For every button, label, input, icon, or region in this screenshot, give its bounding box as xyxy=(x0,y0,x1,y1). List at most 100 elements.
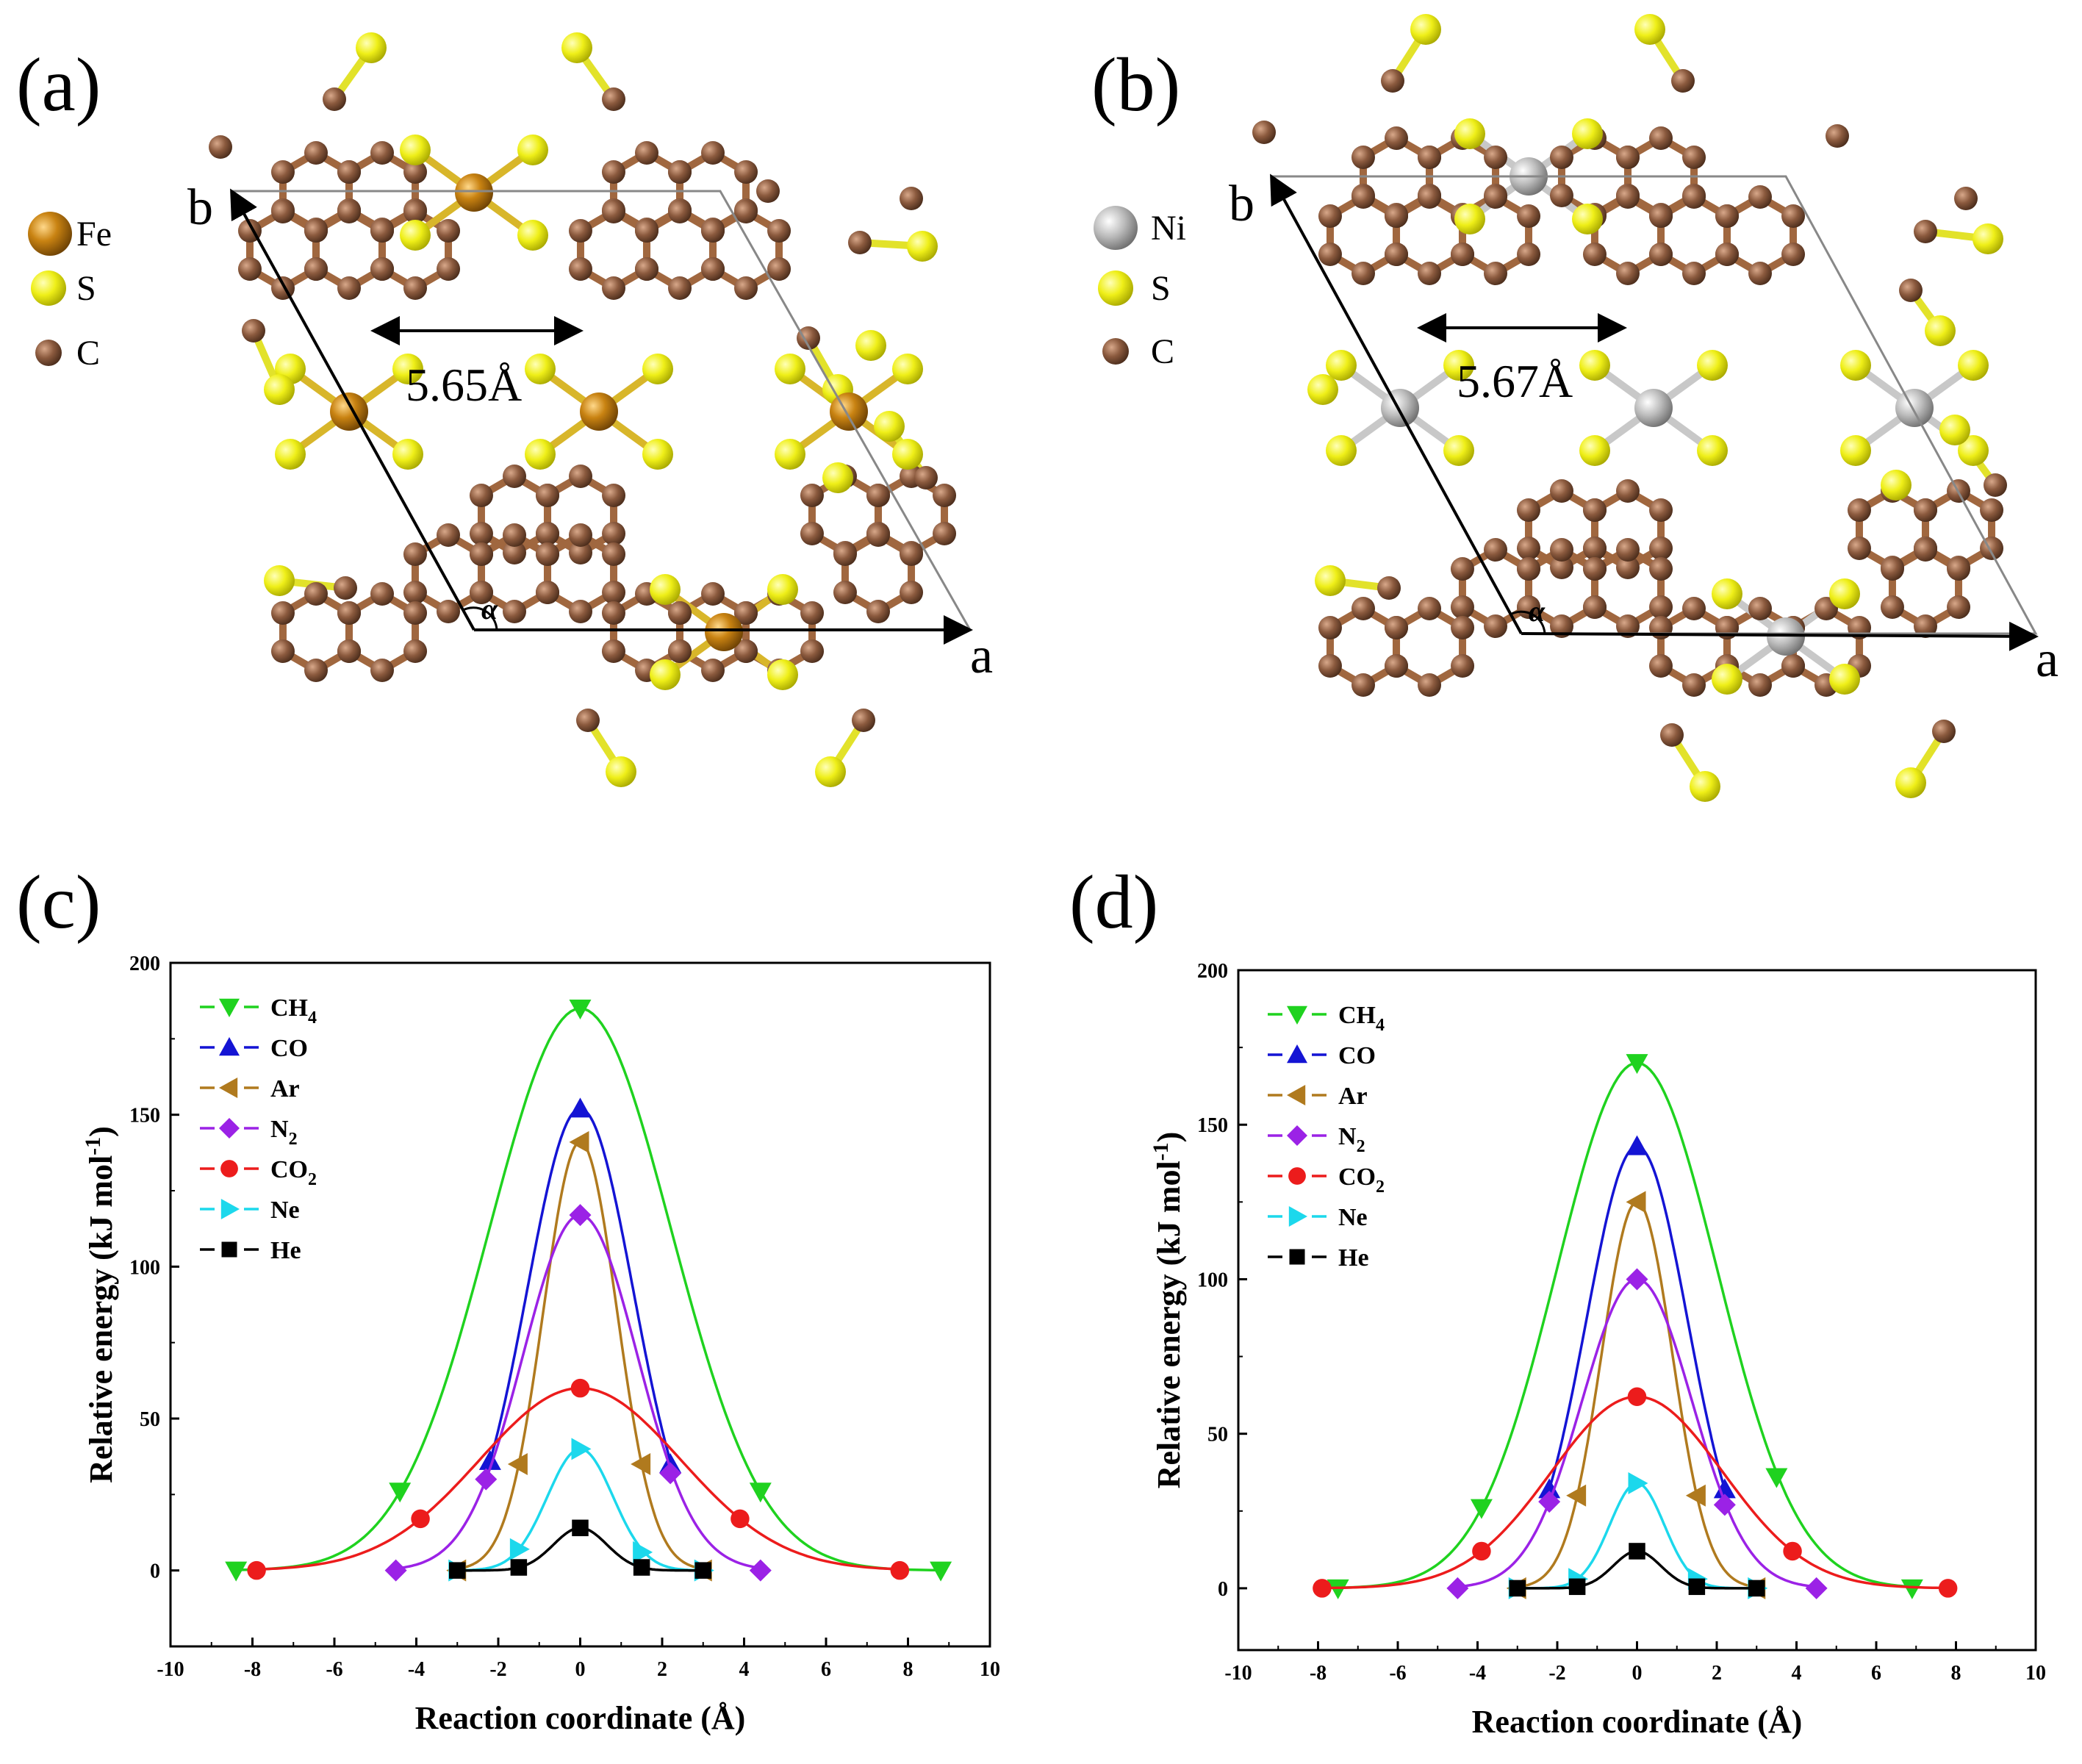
ni-legend-icon xyxy=(1094,206,1138,250)
legend-fe-text: Fe xyxy=(76,215,112,254)
sulfur-atom xyxy=(1895,767,1926,798)
carbon-atom xyxy=(833,542,857,566)
data-point-n2 xyxy=(1805,1577,1828,1599)
carbon-atom xyxy=(1516,595,1540,619)
a-vector-arrow xyxy=(1521,621,2039,651)
data-point-ne xyxy=(571,1438,592,1460)
panel-a-legend: Fe S C xyxy=(28,212,112,373)
carbon-atom xyxy=(469,522,493,545)
legend-marker-ne xyxy=(1288,1206,1307,1227)
data-point-co2 xyxy=(411,1509,430,1529)
carbon-atom xyxy=(503,541,526,564)
carbon-atom xyxy=(602,200,625,223)
carbon-atom xyxy=(1484,185,1507,209)
legend-label-n2: N2 xyxy=(1338,1123,1365,1156)
carbon-atom xyxy=(337,160,361,184)
carbon-atom xyxy=(1980,498,2004,522)
legend-s-text: S xyxy=(1151,269,1171,308)
carbon-atom xyxy=(767,257,791,281)
data-point-n2 xyxy=(749,1559,772,1582)
carbon-atom xyxy=(1649,537,1673,560)
carbon-atom xyxy=(370,257,394,281)
x-tick-label: -2 xyxy=(1548,1662,1565,1685)
carbon-atom xyxy=(733,601,758,625)
carbon-atom xyxy=(668,601,692,625)
legend-marker-co xyxy=(219,1037,240,1056)
sulfur-atom xyxy=(400,135,431,165)
sulfur-atom xyxy=(822,462,853,493)
carbon-atom xyxy=(1450,243,1474,266)
legend-label-n2: N2 xyxy=(270,1116,298,1149)
y-tick-label: 200 xyxy=(1197,960,1228,983)
y-tick-label: 150 xyxy=(129,1105,160,1127)
carbon-atom xyxy=(866,523,890,547)
carbon-atom xyxy=(370,582,394,606)
a-vector-label: a xyxy=(2036,631,2058,688)
sulfur-atom xyxy=(907,231,938,262)
carbon-atom xyxy=(1418,673,1441,697)
carbon-atom xyxy=(1351,146,1375,169)
carbon-atom xyxy=(304,219,328,243)
chart-c: (c) -10 -8 -6 -4 -2 0 2 4 6 8 10050100150200Reacti… xyxy=(16,860,1000,1736)
carbon-atom xyxy=(209,135,232,159)
legend-label-co2: CO2 xyxy=(1338,1164,1385,1197)
data-point-n2 xyxy=(1626,1268,1648,1291)
carbon-atom xyxy=(601,639,625,663)
legend-label-he: He xyxy=(1338,1244,1369,1272)
x-tick-label: 8 xyxy=(903,1658,913,1681)
sulfur-atom xyxy=(264,374,295,405)
sulfur-atom xyxy=(1939,415,1970,445)
legend-label-co: CO xyxy=(1338,1042,1376,1069)
data-point-ar xyxy=(507,1453,528,1475)
x-tick-label: 2 xyxy=(1712,1662,1722,1685)
x-tick-label: 10 xyxy=(980,1658,1000,1681)
legend-label-ch4: CH4 xyxy=(270,994,317,1028)
carbon-atom xyxy=(601,601,625,625)
legend-label-ar: Ar xyxy=(270,1075,300,1102)
carbon-atom xyxy=(1385,654,1409,678)
carbon-atom xyxy=(337,601,362,625)
sulfur-atom xyxy=(517,220,548,251)
carbon-atom xyxy=(1648,204,1673,228)
legend-marker-co2 xyxy=(1288,1167,1306,1185)
x-tick-label: -4 xyxy=(408,1658,425,1681)
carbon-atom xyxy=(437,257,461,281)
carbon-atom xyxy=(370,141,394,165)
metal-atom xyxy=(830,392,868,431)
panel-c-label: (c) xyxy=(16,860,101,944)
data-point-he xyxy=(694,1562,711,1579)
carbon-atom xyxy=(1616,614,1640,638)
carbon-atom xyxy=(1648,616,1673,639)
data-point-he xyxy=(633,1559,650,1576)
data-point-co2 xyxy=(1313,1579,1332,1598)
sulfur-atom xyxy=(642,354,673,384)
carbon-atom xyxy=(403,542,427,566)
sulfur-atom xyxy=(1829,578,1860,609)
sulfur-atom xyxy=(525,354,556,384)
carbon-atom xyxy=(602,276,625,300)
x-tick-label: 0 xyxy=(575,1658,586,1681)
carbon-atom xyxy=(800,639,825,663)
data-point-he xyxy=(1509,1580,1526,1597)
data-point-he xyxy=(1748,1580,1765,1597)
carbon-atom xyxy=(403,601,428,625)
data-point-n2 xyxy=(1446,1577,1469,1599)
carbon-atom xyxy=(469,542,493,566)
carbon-atom xyxy=(1517,204,1541,228)
carbon-atom xyxy=(242,319,265,343)
carbon-atom xyxy=(403,276,427,300)
sulfur-atom xyxy=(855,330,886,361)
carbon-atom xyxy=(1682,597,1706,620)
sulfur-atom xyxy=(1579,350,1610,381)
data-point-ar xyxy=(1685,1484,1706,1507)
carbon-atom xyxy=(734,160,758,184)
carbon-atom xyxy=(848,231,872,254)
carbon-atom xyxy=(1484,146,1508,169)
sulfur-atom xyxy=(1697,435,1728,466)
data-point-ch4 xyxy=(569,1000,592,1019)
carbon-atom xyxy=(1385,616,1409,639)
carbon-atom xyxy=(1418,597,1441,620)
data-point-ch4 xyxy=(1765,1468,1788,1488)
carbon-atom xyxy=(337,200,361,223)
fe-legend-icon xyxy=(28,212,72,256)
